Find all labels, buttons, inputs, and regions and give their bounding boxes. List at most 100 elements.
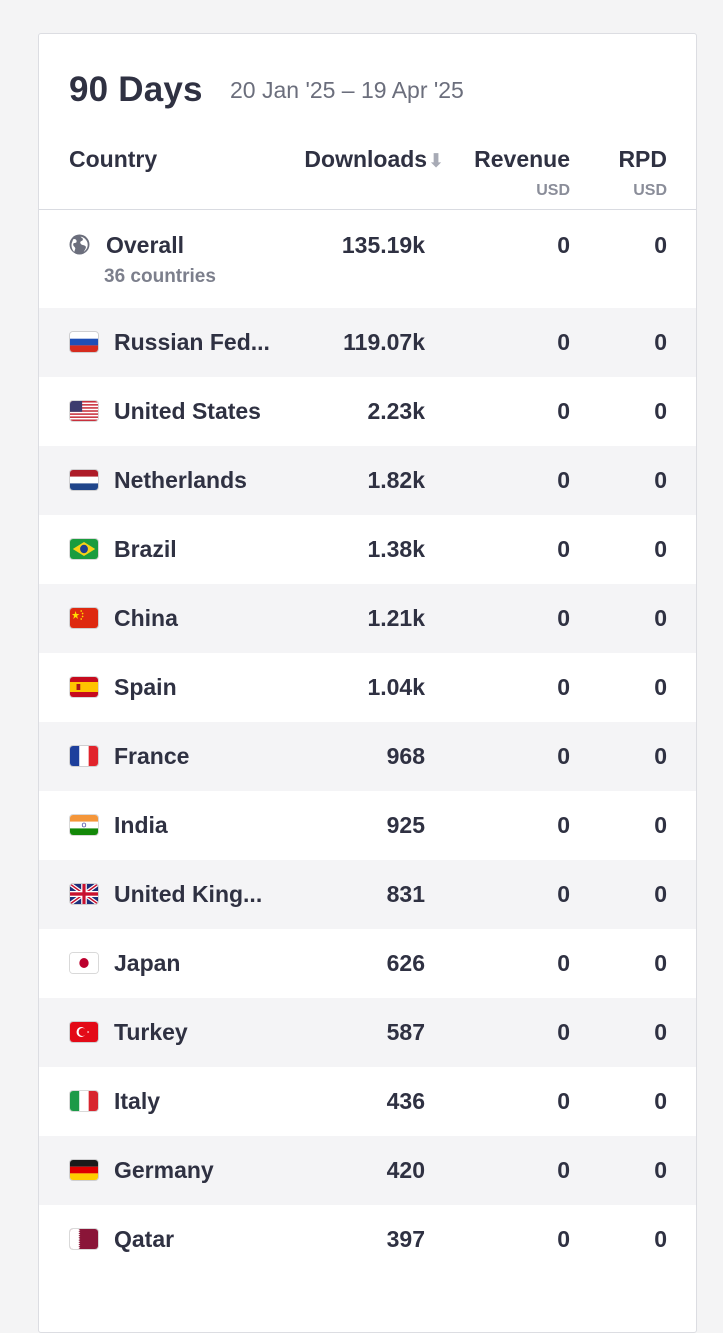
turkey-flag-icon: [69, 1021, 99, 1043]
downloads-value: 397: [386, 1226, 425, 1252]
rpd-value: 0: [654, 605, 667, 631]
country-name: France: [114, 743, 190, 769]
revenue-value: 0: [557, 605, 570, 631]
overall-label: Overall: [106, 232, 184, 258]
column-downloads-label: Downloads: [304, 146, 428, 172]
rpd-value: 0: [654, 812, 667, 838]
table-row[interactable]: Turkey 587 0 0: [39, 998, 696, 1067]
france-flag-icon: [69, 745, 99, 767]
downloads-value: 1.38k: [367, 536, 425, 562]
revenue-value: 0: [557, 1157, 570, 1183]
downloads-value: 626: [386, 950, 425, 976]
rpd-value: 0: [654, 674, 667, 700]
overall-revenue: 0: [557, 232, 570, 258]
country-name: Japan: [114, 950, 181, 976]
date-range: 20 Jan '25 – 19 Apr '25: [230, 77, 464, 103]
revenue-value: 0: [557, 398, 570, 424]
column-revenue[interactable]: Revenue: [474, 146, 570, 172]
table-row[interactable]: Netherlands 1.82k 0 0: [39, 446, 696, 515]
overall-downloads: 135.19k: [341, 232, 425, 258]
card-header: 90 Days 20 Jan '25 – 19 Apr '25: [39, 34, 696, 146]
country-name: Italy: [114, 1088, 161, 1114]
downloads-value: 420: [386, 1157, 425, 1183]
table-row[interactable]: Spain 1.04k 0 0: [39, 653, 696, 722]
revenue-value: 0: [557, 329, 570, 355]
column-downloads[interactable]: Downloads⬇: [304, 146, 444, 173]
table-row[interactable]: China 1.21k 0 0: [39, 584, 696, 653]
overall-rpd: 0: [654, 232, 667, 258]
usa-flag-icon: [69, 400, 99, 422]
table-row[interactable]: United King... 831 0 0: [39, 860, 696, 929]
rpd-value: 0: [654, 467, 667, 493]
globe-icon: [69, 234, 90, 255]
uk-flag-icon: [69, 883, 99, 905]
rpd-value: 0: [654, 536, 667, 562]
rpd-value: 0: [654, 881, 667, 907]
country-name: Turkey: [114, 1019, 188, 1045]
japan-flag-icon: [69, 952, 99, 974]
revenue-value: 0: [557, 1226, 570, 1252]
revenue-value: 0: [557, 950, 570, 976]
table-row[interactable]: Italy 436 0 0: [39, 1067, 696, 1136]
revenue-unit: USD: [536, 182, 570, 199]
country-name: Germany: [114, 1157, 214, 1183]
arrow-down-icon: ⬇: [428, 151, 444, 172]
china-flag-icon: [69, 607, 99, 629]
table-row[interactable]: Qatar 397 0 0: [39, 1205, 696, 1274]
country-downloads-card: 90 Days 20 Jan '25 – 19 Apr '25 Country …: [38, 33, 697, 1333]
rpd-value: 0: [654, 329, 667, 355]
country-name: Russian Fed...: [114, 329, 270, 355]
downloads-value: 831: [386, 881, 425, 907]
downloads-value: 119.07k: [343, 329, 425, 355]
table-header: Country Downloads⬇ Revenue USD RPD USD: [39, 146, 696, 210]
table-row[interactable]: Russian Fed... 119.07k 0 0: [39, 308, 696, 377]
germany-flag-icon: [69, 1159, 99, 1181]
table-row[interactable]: Japan 626 0 0: [39, 929, 696, 998]
revenue-value: 0: [557, 1088, 570, 1114]
column-country[interactable]: Country: [69, 146, 158, 172]
revenue-value: 0: [557, 467, 570, 493]
downloads-value: 1.82k: [367, 467, 425, 493]
overall-sublabel: 36 countries: [104, 266, 216, 287]
india-flag-icon: [69, 814, 99, 836]
downloads-value: 587: [386, 1019, 425, 1045]
rpd-value: 0: [654, 1226, 667, 1252]
italy-flag-icon: [69, 1090, 99, 1112]
rpd-value: 0: [654, 1088, 667, 1114]
spain-flag-icon: [69, 676, 99, 698]
table-row[interactable]: India 925 0 0: [39, 791, 696, 860]
country-name: Qatar: [114, 1226, 175, 1252]
table-row[interactable]: Germany 420 0 0: [39, 1136, 696, 1205]
rpd-unit: USD: [633, 182, 667, 199]
netherlands-flag-icon: [69, 469, 99, 491]
rpd-value: 0: [654, 1157, 667, 1183]
revenue-value: 0: [557, 674, 570, 700]
country-name: United States: [114, 398, 261, 424]
revenue-value: 0: [557, 743, 570, 769]
downloads-value: 436: [386, 1088, 425, 1114]
rpd-value: 0: [654, 398, 667, 424]
rpd-value: 0: [654, 1019, 667, 1045]
column-rpd[interactable]: RPD: [618, 146, 667, 172]
downloads-value: 1.04k: [367, 674, 425, 700]
country-name: China: [114, 605, 178, 631]
revenue-value: 0: [557, 1019, 570, 1045]
revenue-value: 0: [557, 536, 570, 562]
country-name: Netherlands: [114, 467, 247, 493]
table-row[interactable]: United States 2.23k 0 0: [39, 377, 696, 446]
table-row[interactable]: Brazil 1.38k 0 0: [39, 515, 696, 584]
revenue-value: 0: [557, 881, 570, 907]
overall-row[interactable]: Overall 36 countries 135.19k 0 0: [39, 210, 696, 308]
rpd-value: 0: [654, 950, 667, 976]
country-name: Spain: [114, 674, 177, 700]
downloads-value: 925: [386, 812, 425, 838]
country-name: Brazil: [114, 536, 177, 562]
country-name: India: [114, 812, 168, 838]
revenue-value: 0: [557, 812, 570, 838]
downloads-value: 2.23k: [367, 398, 425, 424]
period-title: 90 Days: [69, 70, 203, 109]
qatar-flag-icon: [69, 1228, 99, 1250]
table-row[interactable]: France 968 0 0: [39, 722, 696, 791]
downloads-value: 968: [386, 743, 425, 769]
russia-flag-icon: [69, 331, 99, 353]
